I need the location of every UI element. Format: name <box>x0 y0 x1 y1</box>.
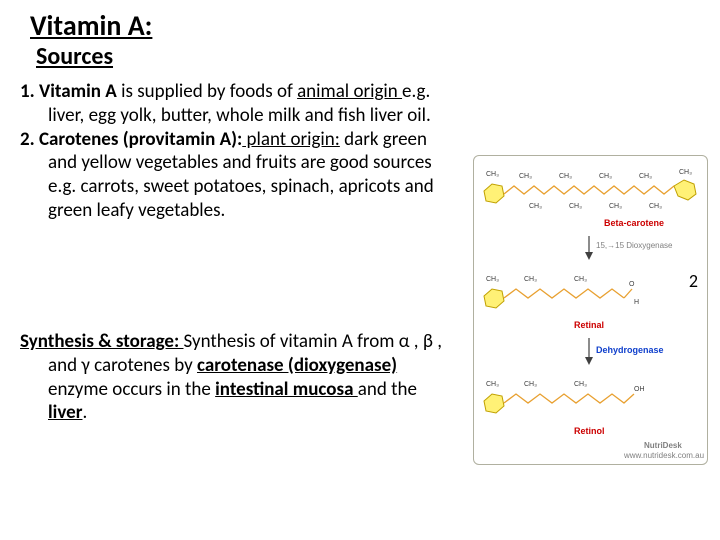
watermark-brand: NutriDesk <box>644 441 682 450</box>
chemistry-svg: CH₃ CH₃ CH₃ CH₃ CH₃ CH₃ CH₃ CH₃ CH₃ CH₃ … <box>474 156 709 466</box>
ch3-5: CH₃ <box>639 173 652 180</box>
ring-left-1 <box>484 184 504 203</box>
oh-label: OH <box>634 386 645 393</box>
ring-right-1 <box>674 180 696 200</box>
ring-left-2 <box>484 289 504 308</box>
arrowhead-2 <box>585 357 593 365</box>
ring-left-3 <box>484 394 504 413</box>
p2-u2: intestinal mucosa <box>215 378 358 401</box>
label-dioxygenase: 15,→15 Dioxygenase <box>596 241 673 250</box>
item2-lead: 2. Carotenes (provitamin A): <box>20 128 242 151</box>
watermark-url: www.nutridesk.com.au <box>623 451 704 460</box>
chain-3 <box>504 394 634 403</box>
p2-b: enzyme occurs in the <box>48 378 215 401</box>
ch3-3: CH₃ <box>559 173 572 180</box>
ch3-8: CH₃ <box>569 203 582 210</box>
ch3-9: CH₃ <box>609 203 622 210</box>
page-title: Vitamin A: <box>30 8 152 43</box>
item2-underline: plant origin: <box>242 128 340 151</box>
ch3-1: CH₃ <box>486 171 499 178</box>
p2-d: . <box>82 401 87 424</box>
item1-mid: is supplied by foods of <box>117 80 297 103</box>
ch3-6: CH₃ <box>679 169 692 176</box>
item1-underline: animal origin <box>297 80 402 103</box>
page-number: 2 <box>689 270 698 292</box>
sources-paragraph: 1. Vitamin A is supplied by foods of ani… <box>20 80 440 223</box>
item1-lead: 1. Vitamin A <box>20 80 117 103</box>
section-subtitle: Sources <box>36 42 113 71</box>
p2-c: and the <box>358 378 417 401</box>
synthesis-paragraph: Synthesis & storage: Synthesis of vitami… <box>20 330 450 425</box>
h-label-1: H <box>634 299 639 306</box>
ch3-7: CH₃ <box>529 203 542 210</box>
ch3-r3: CH₃ <box>574 276 587 283</box>
p2-u1: carotenase (dioxygenase) <box>197 354 397 377</box>
aldehyde-1 <box>624 289 632 298</box>
label-retinol: Retinol <box>574 426 605 436</box>
chain-2 <box>504 289 624 298</box>
ch3-2: CH₃ <box>519 173 532 180</box>
item-2: 2. Carotenes (provitamin A): plant origi… <box>20 128 440 223</box>
synthesis-text: Synthesis & storage: Synthesis of vitami… <box>20 330 450 425</box>
chain-1 <box>504 186 674 194</box>
o-label-1: O <box>629 281 635 288</box>
p2-u3: liver <box>48 401 82 424</box>
ch3-r2: CH₃ <box>524 276 537 283</box>
ch3-o2: CH₃ <box>524 381 537 388</box>
label-retinal: Retinal <box>574 320 604 330</box>
ch3-4: CH₃ <box>599 173 612 180</box>
chemistry-figure: CH₃ CH₃ CH₃ CH₃ CH₃ CH₃ CH₃ CH₃ CH₃ CH₃ … <box>473 155 708 465</box>
ch3-r1: CH₃ <box>486 276 499 283</box>
item-1: 1. Vitamin A is supplied by foods of ani… <box>20 80 440 128</box>
ch3-o3: CH₃ <box>574 381 587 388</box>
p2-lead: Synthesis & storage: <box>20 330 184 353</box>
label-dehydrogenase: Dehydrogenase <box>596 345 664 355</box>
arrowhead-1 <box>585 252 593 260</box>
label-beta-carotene: Beta-carotene <box>604 218 664 228</box>
ch3-o1: CH₃ <box>486 381 499 388</box>
ch3-10: CH₃ <box>649 203 662 210</box>
